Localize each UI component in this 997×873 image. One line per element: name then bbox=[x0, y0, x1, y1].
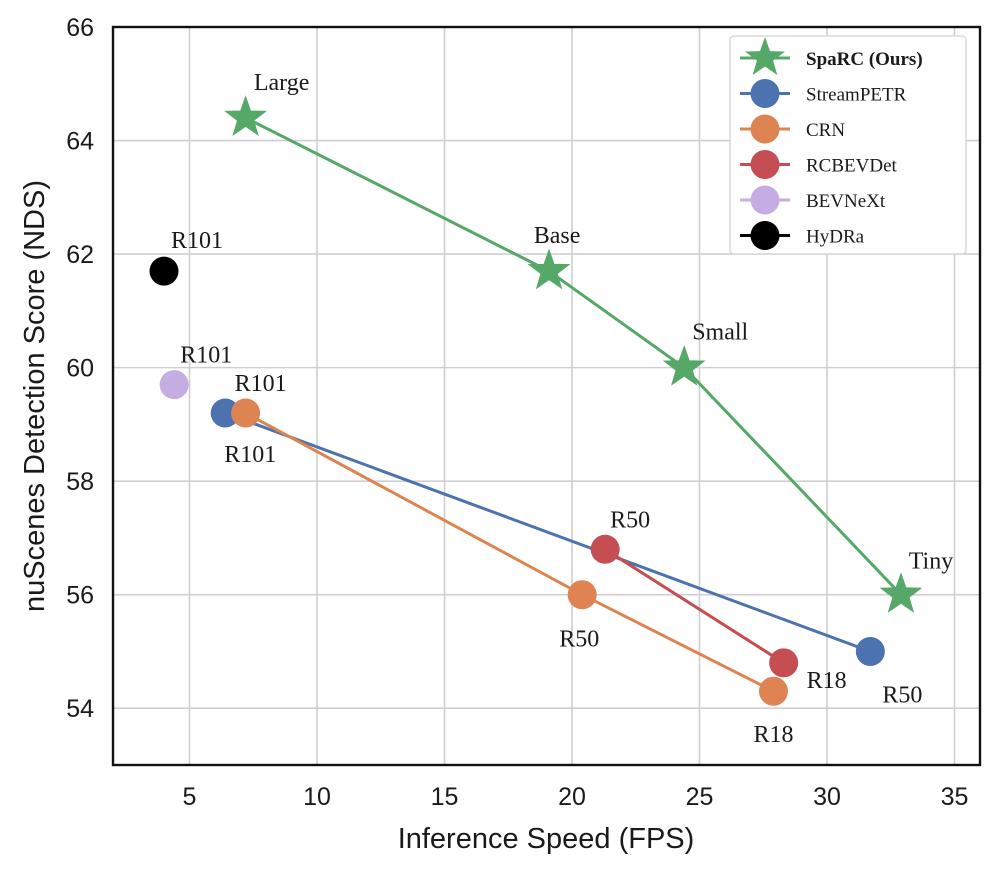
series-line bbox=[604, 548, 785, 665]
x-tick-label: 10 bbox=[303, 783, 331, 811]
legend-circle-marker bbox=[750, 185, 780, 215]
point-label: R18 bbox=[753, 722, 793, 748]
point-label: Large bbox=[254, 70, 310, 96]
legend-circle-marker bbox=[750, 114, 780, 144]
point-label: R101 bbox=[180, 343, 232, 369]
star-marker bbox=[224, 95, 268, 137]
point-label: R50 bbox=[559, 627, 599, 653]
circle-marker bbox=[590, 534, 620, 564]
point-label: R50 bbox=[882, 682, 922, 708]
series-layer bbox=[149, 95, 923, 706]
legend-label: HyDRa bbox=[806, 227, 865, 248]
point-label: R101 bbox=[235, 371, 287, 397]
point-label: Base bbox=[534, 223, 581, 249]
legend: SpaRC (Ours) StreamPETR CRN RCBEVDet BEVNeXt… bbox=[729, 35, 967, 255]
legend-label: RCBEVDet bbox=[806, 156, 898, 177]
point-label: R18 bbox=[807, 668, 847, 694]
circle-marker bbox=[231, 398, 261, 428]
plot-frame bbox=[111, 25, 982, 767]
y-tick-label: 64 bbox=[66, 128, 94, 156]
legend-item-streampetr: StreamPETR bbox=[740, 79, 907, 108]
series-sparc-ours bbox=[224, 95, 923, 613]
point-label: R101 bbox=[224, 442, 276, 468]
point-label: R50 bbox=[610, 507, 650, 533]
star-marker bbox=[527, 248, 571, 290]
legend-label: CRN bbox=[806, 120, 845, 141]
legend-item-hydra: HyDRa bbox=[740, 221, 865, 250]
circle-marker bbox=[149, 256, 179, 286]
x-tick-label: 30 bbox=[813, 783, 841, 811]
circle-marker bbox=[758, 676, 788, 706]
y-tick-label: 60 bbox=[66, 355, 94, 383]
x-axis-label: Inference Speed (FPS) bbox=[398, 823, 695, 855]
legend-circle-marker bbox=[750, 79, 780, 108]
y-tick-label: 66 bbox=[66, 14, 94, 42]
legend-circle-marker bbox=[750, 221, 780, 250]
series-line bbox=[244, 116, 903, 596]
legend-item-sparc-ours: SpaRC (Ours) bbox=[740, 37, 923, 75]
y-tick-label: 58 bbox=[66, 468, 94, 496]
point-labels: Large Base Small Tiny R101 R50 R101 R50 R18 R50 R1… bbox=[171, 70, 953, 748]
y-tick-label: 56 bbox=[66, 582, 94, 610]
legend-item-bevnext: BEVNeXt bbox=[740, 185, 886, 215]
x-tick-label: 20 bbox=[558, 783, 586, 811]
tick-labels: 5 10 15 20 25 30 35 54 56 58 60 62 64 66 bbox=[66, 14, 968, 811]
point-label: Small bbox=[692, 320, 748, 346]
circle-marker bbox=[769, 648, 799, 678]
series-rcbevdet bbox=[590, 534, 799, 678]
x-tick-label: 35 bbox=[941, 783, 969, 811]
circle-marker bbox=[567, 580, 597, 610]
legend-label: BEVNeXt bbox=[806, 191, 886, 212]
point-label: R101 bbox=[171, 228, 223, 254]
legend-label: StreamPETR bbox=[806, 85, 907, 106]
circle-marker bbox=[855, 636, 885, 666]
series-line bbox=[224, 411, 871, 653]
y-tick-label: 62 bbox=[66, 241, 94, 269]
legend-star-marker bbox=[745, 37, 785, 75]
series-streampetr bbox=[210, 398, 885, 666]
y-axis-label: nuScenes Detection Score (NDS) bbox=[19, 180, 51, 612]
legend-item-rcbevdet: RCBEVDet bbox=[740, 150, 898, 179]
point-label: Tiny bbox=[909, 549, 953, 575]
series-bevnext bbox=[159, 370, 189, 400]
x-tick-label: 5 bbox=[183, 783, 197, 811]
series-crn bbox=[231, 398, 788, 706]
star-marker bbox=[662, 345, 706, 386]
series-hydra bbox=[149, 256, 179, 286]
legend-label: SpaRC (Ours) bbox=[806, 49, 923, 70]
series-line bbox=[244, 411, 775, 693]
x-tick-label: 25 bbox=[686, 783, 714, 811]
star-marker bbox=[879, 572, 923, 613]
y-tick-label: 54 bbox=[66, 695, 94, 723]
circle-marker bbox=[210, 398, 240, 428]
legend-item-crn: CRN bbox=[740, 114, 845, 144]
x-tick-label: 15 bbox=[431, 783, 459, 811]
legend-circle-marker bbox=[750, 150, 780, 179]
circle-marker bbox=[159, 370, 189, 400]
